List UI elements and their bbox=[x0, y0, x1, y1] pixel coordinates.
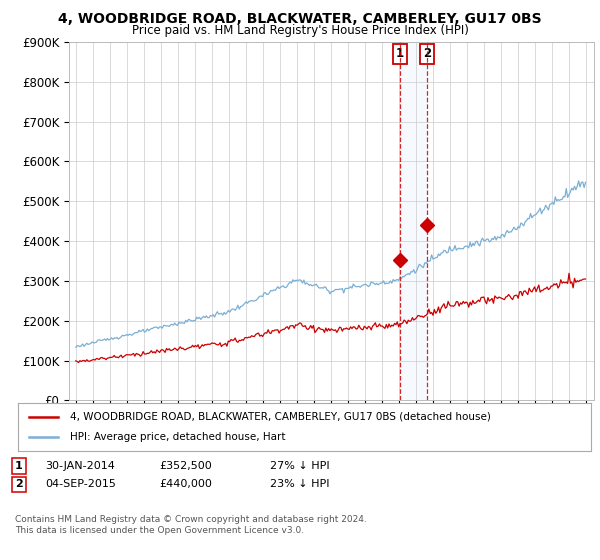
Text: Price paid vs. HM Land Registry's House Price Index (HPI): Price paid vs. HM Land Registry's House … bbox=[131, 24, 469, 36]
Text: HPI: Average price, detached house, Hart: HPI: Average price, detached house, Hart bbox=[70, 432, 285, 442]
Bar bbox=[400, 42, 427, 400]
Text: 2: 2 bbox=[423, 48, 431, 60]
Text: This data is licensed under the Open Government Licence v3.0.: This data is licensed under the Open Gov… bbox=[15, 526, 304, 535]
Text: 30-JAN-2014: 30-JAN-2014 bbox=[45, 461, 115, 471]
Text: Contains HM Land Registry data © Crown copyright and database right 2024.: Contains HM Land Registry data © Crown c… bbox=[15, 515, 367, 524]
Text: 27% ↓ HPI: 27% ↓ HPI bbox=[270, 461, 329, 471]
Text: £440,000: £440,000 bbox=[159, 479, 212, 489]
Text: 4, WOODBRIDGE ROAD, BLACKWATER, CAMBERLEY, GU17 0BS: 4, WOODBRIDGE ROAD, BLACKWATER, CAMBERLE… bbox=[58, 12, 542, 26]
Text: 1: 1 bbox=[396, 48, 404, 60]
Text: 4, WOODBRIDGE ROAD, BLACKWATER, CAMBERLEY, GU17 0BS (detached house): 4, WOODBRIDGE ROAD, BLACKWATER, CAMBERLE… bbox=[70, 412, 490, 422]
Text: 23% ↓ HPI: 23% ↓ HPI bbox=[270, 479, 329, 489]
Text: 2: 2 bbox=[15, 479, 23, 489]
Text: £352,500: £352,500 bbox=[159, 461, 212, 471]
Text: 1: 1 bbox=[15, 461, 23, 471]
Text: 04-SEP-2015: 04-SEP-2015 bbox=[45, 479, 116, 489]
